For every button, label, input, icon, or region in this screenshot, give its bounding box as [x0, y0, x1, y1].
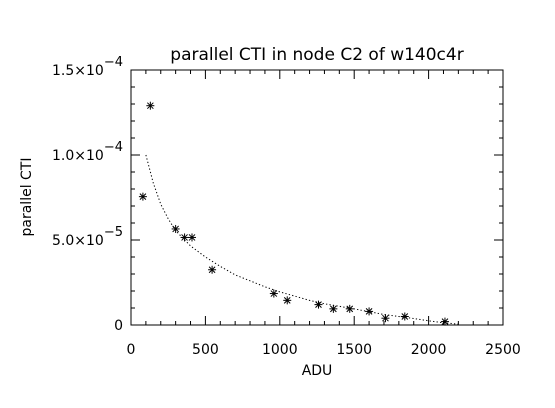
x-tick-label: 500: [192, 342, 219, 358]
data-point: [381, 314, 390, 323]
y-tick-exponent: −4: [104, 140, 123, 155]
data-point: [146, 101, 155, 110]
chart-title: parallel CTI in node C2 of w140c4r: [170, 45, 463, 65]
y-tick-mantissa: 1.5×10: [52, 63, 104, 79]
y-tick-label: 0: [114, 318, 123, 334]
y-tick-mantissa: 5.0×10: [52, 233, 104, 249]
x-axis: 0 500 1000 1500 2000 2500: [127, 70, 521, 358]
plot-frame: [130, 69, 504, 326]
series-layer: [138, 101, 459, 326]
data-point: [269, 289, 278, 298]
data-point: [283, 296, 292, 305]
y-tick-label: 5.0×10−5: [52, 225, 123, 249]
y-axis-label: parallel CTI: [19, 158, 35, 237]
y-tick-mantissa: 1.0×10: [52, 148, 104, 164]
y-tick-label: 1.0×10−4: [52, 140, 123, 164]
x-tick-label: 1500: [336, 342, 372, 358]
data-point: [345, 304, 354, 313]
y-tick-exponent: −5: [104, 225, 123, 240]
x-tick-label: 2000: [411, 342, 447, 358]
y-tick-label: 1.5×10−4: [52, 55, 123, 79]
data-point: [440, 317, 449, 326]
data-point: [329, 304, 338, 313]
data-point: [138, 192, 147, 201]
y-tick-exponent: −4: [104, 55, 123, 70]
fit-curve: [145, 154, 459, 325]
x-axis-label: ADU: [302, 363, 333, 379]
data-point: [188, 233, 197, 242]
data-point: [365, 307, 374, 316]
x-tick-label: 2500: [485, 342, 521, 358]
data-point: [314, 300, 323, 309]
data-point: [171, 224, 180, 233]
y-tick-mantissa: 0: [114, 318, 123, 334]
x-tick-label: 0: [127, 342, 136, 358]
data-point: [400, 312, 409, 321]
y-axis: 05.0×10−51.0×10−41.5×10−4: [52, 55, 503, 334]
data-point: [208, 265, 217, 274]
x-tick-label: 1000: [262, 342, 298, 358]
